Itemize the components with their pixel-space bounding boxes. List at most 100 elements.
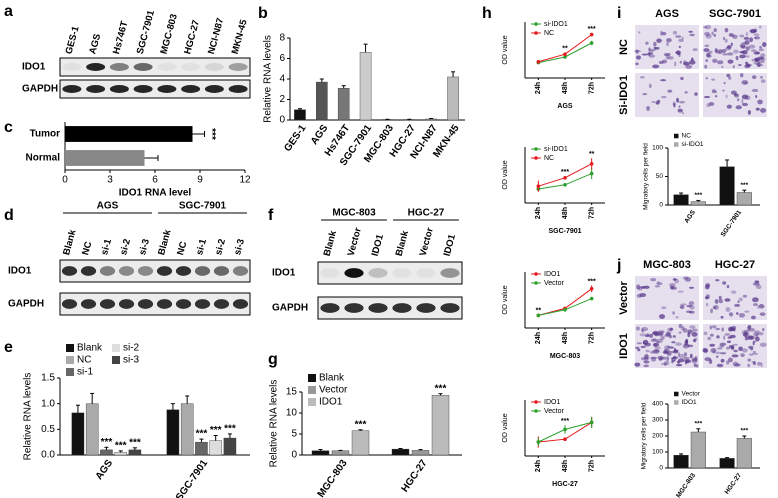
band xyxy=(194,299,211,309)
cell xyxy=(726,340,732,344)
cell xyxy=(743,36,750,40)
row-label: IDO1 xyxy=(22,62,46,73)
cell xyxy=(760,79,766,84)
x-axis-label: IDO1 RNA level xyxy=(119,188,192,199)
point xyxy=(563,427,567,432)
x-axis-label: AGS xyxy=(557,103,573,110)
cell xyxy=(684,277,692,282)
cell xyxy=(669,327,673,331)
x-tick-label: 48h xyxy=(562,207,569,219)
lane-label: MKN-45 xyxy=(230,18,250,56)
legend-label: IDO1 xyxy=(544,271,560,278)
blot-strip xyxy=(317,261,463,285)
cell xyxy=(671,341,676,344)
cell xyxy=(644,342,651,347)
cell xyxy=(752,340,755,346)
cell xyxy=(687,332,691,338)
legend-swatch xyxy=(674,391,679,397)
cell xyxy=(712,305,717,310)
legend-swatch xyxy=(66,368,74,376)
cell xyxy=(643,285,650,289)
row-label: Vector xyxy=(618,280,630,314)
legend-swatch xyxy=(534,156,538,160)
cell xyxy=(672,311,675,315)
cell xyxy=(719,342,727,346)
point xyxy=(536,184,541,188)
cell xyxy=(666,356,670,361)
cell xyxy=(734,303,741,307)
row-label: GAPDH xyxy=(272,303,308,314)
bar xyxy=(209,440,222,456)
cell xyxy=(705,302,709,307)
band xyxy=(109,85,129,93)
cell xyxy=(672,359,675,363)
cell xyxy=(640,345,646,349)
cell xyxy=(724,298,731,302)
cell xyxy=(677,358,685,363)
bar xyxy=(114,452,127,456)
cell xyxy=(760,362,763,368)
cell xyxy=(724,27,729,33)
cell xyxy=(753,361,756,366)
band xyxy=(62,63,82,71)
cell xyxy=(689,353,693,359)
cell xyxy=(643,360,650,364)
legend-swatch xyxy=(534,281,538,285)
cell xyxy=(755,57,759,62)
cell xyxy=(722,37,726,41)
group-label: AGS xyxy=(97,201,119,212)
cell xyxy=(760,108,767,113)
cell xyxy=(634,49,641,53)
cell xyxy=(708,101,715,106)
bar xyxy=(128,449,142,456)
panel-label: h xyxy=(482,5,492,22)
cell xyxy=(682,328,688,333)
lane-label: si-3 xyxy=(232,238,247,257)
x-tick-label: 9 xyxy=(197,175,203,186)
cell xyxy=(683,356,690,360)
y-axis-label: Relative RNA levels xyxy=(263,35,274,123)
bar xyxy=(719,458,735,469)
cell xyxy=(732,329,736,332)
band xyxy=(175,299,192,309)
lane-label: Vector xyxy=(346,226,364,257)
cell xyxy=(733,49,739,54)
cell xyxy=(637,348,641,352)
lane-label: GES-1 xyxy=(64,24,82,55)
cell xyxy=(652,338,658,342)
cell xyxy=(759,46,762,49)
cell xyxy=(692,48,698,52)
y-tick-label: 5 xyxy=(291,429,297,440)
cell xyxy=(726,104,732,109)
legend-swatch xyxy=(112,356,120,364)
panel-label: i xyxy=(617,5,621,22)
cell xyxy=(751,58,754,62)
band xyxy=(118,266,135,276)
panel-label: e xyxy=(4,339,13,356)
cell xyxy=(647,52,651,56)
cell xyxy=(760,64,764,67)
cell xyxy=(675,50,681,56)
cell xyxy=(672,30,678,35)
band xyxy=(80,266,97,276)
cell xyxy=(711,90,718,94)
legend-label: NC xyxy=(682,133,692,140)
cell xyxy=(661,31,667,36)
cell xyxy=(703,96,711,99)
band xyxy=(86,85,106,93)
bar xyxy=(71,412,85,456)
cell xyxy=(715,50,721,54)
legend-label: si-IDO1 xyxy=(544,21,568,28)
row-label: IDO1 xyxy=(618,333,630,359)
cell xyxy=(666,345,671,348)
cell xyxy=(678,45,681,49)
cell xyxy=(715,351,722,355)
bar xyxy=(425,118,437,121)
cell xyxy=(721,49,727,53)
cell xyxy=(672,356,679,360)
cell xyxy=(727,59,734,64)
cell xyxy=(758,60,765,64)
cell xyxy=(685,64,693,69)
cell xyxy=(723,81,726,85)
